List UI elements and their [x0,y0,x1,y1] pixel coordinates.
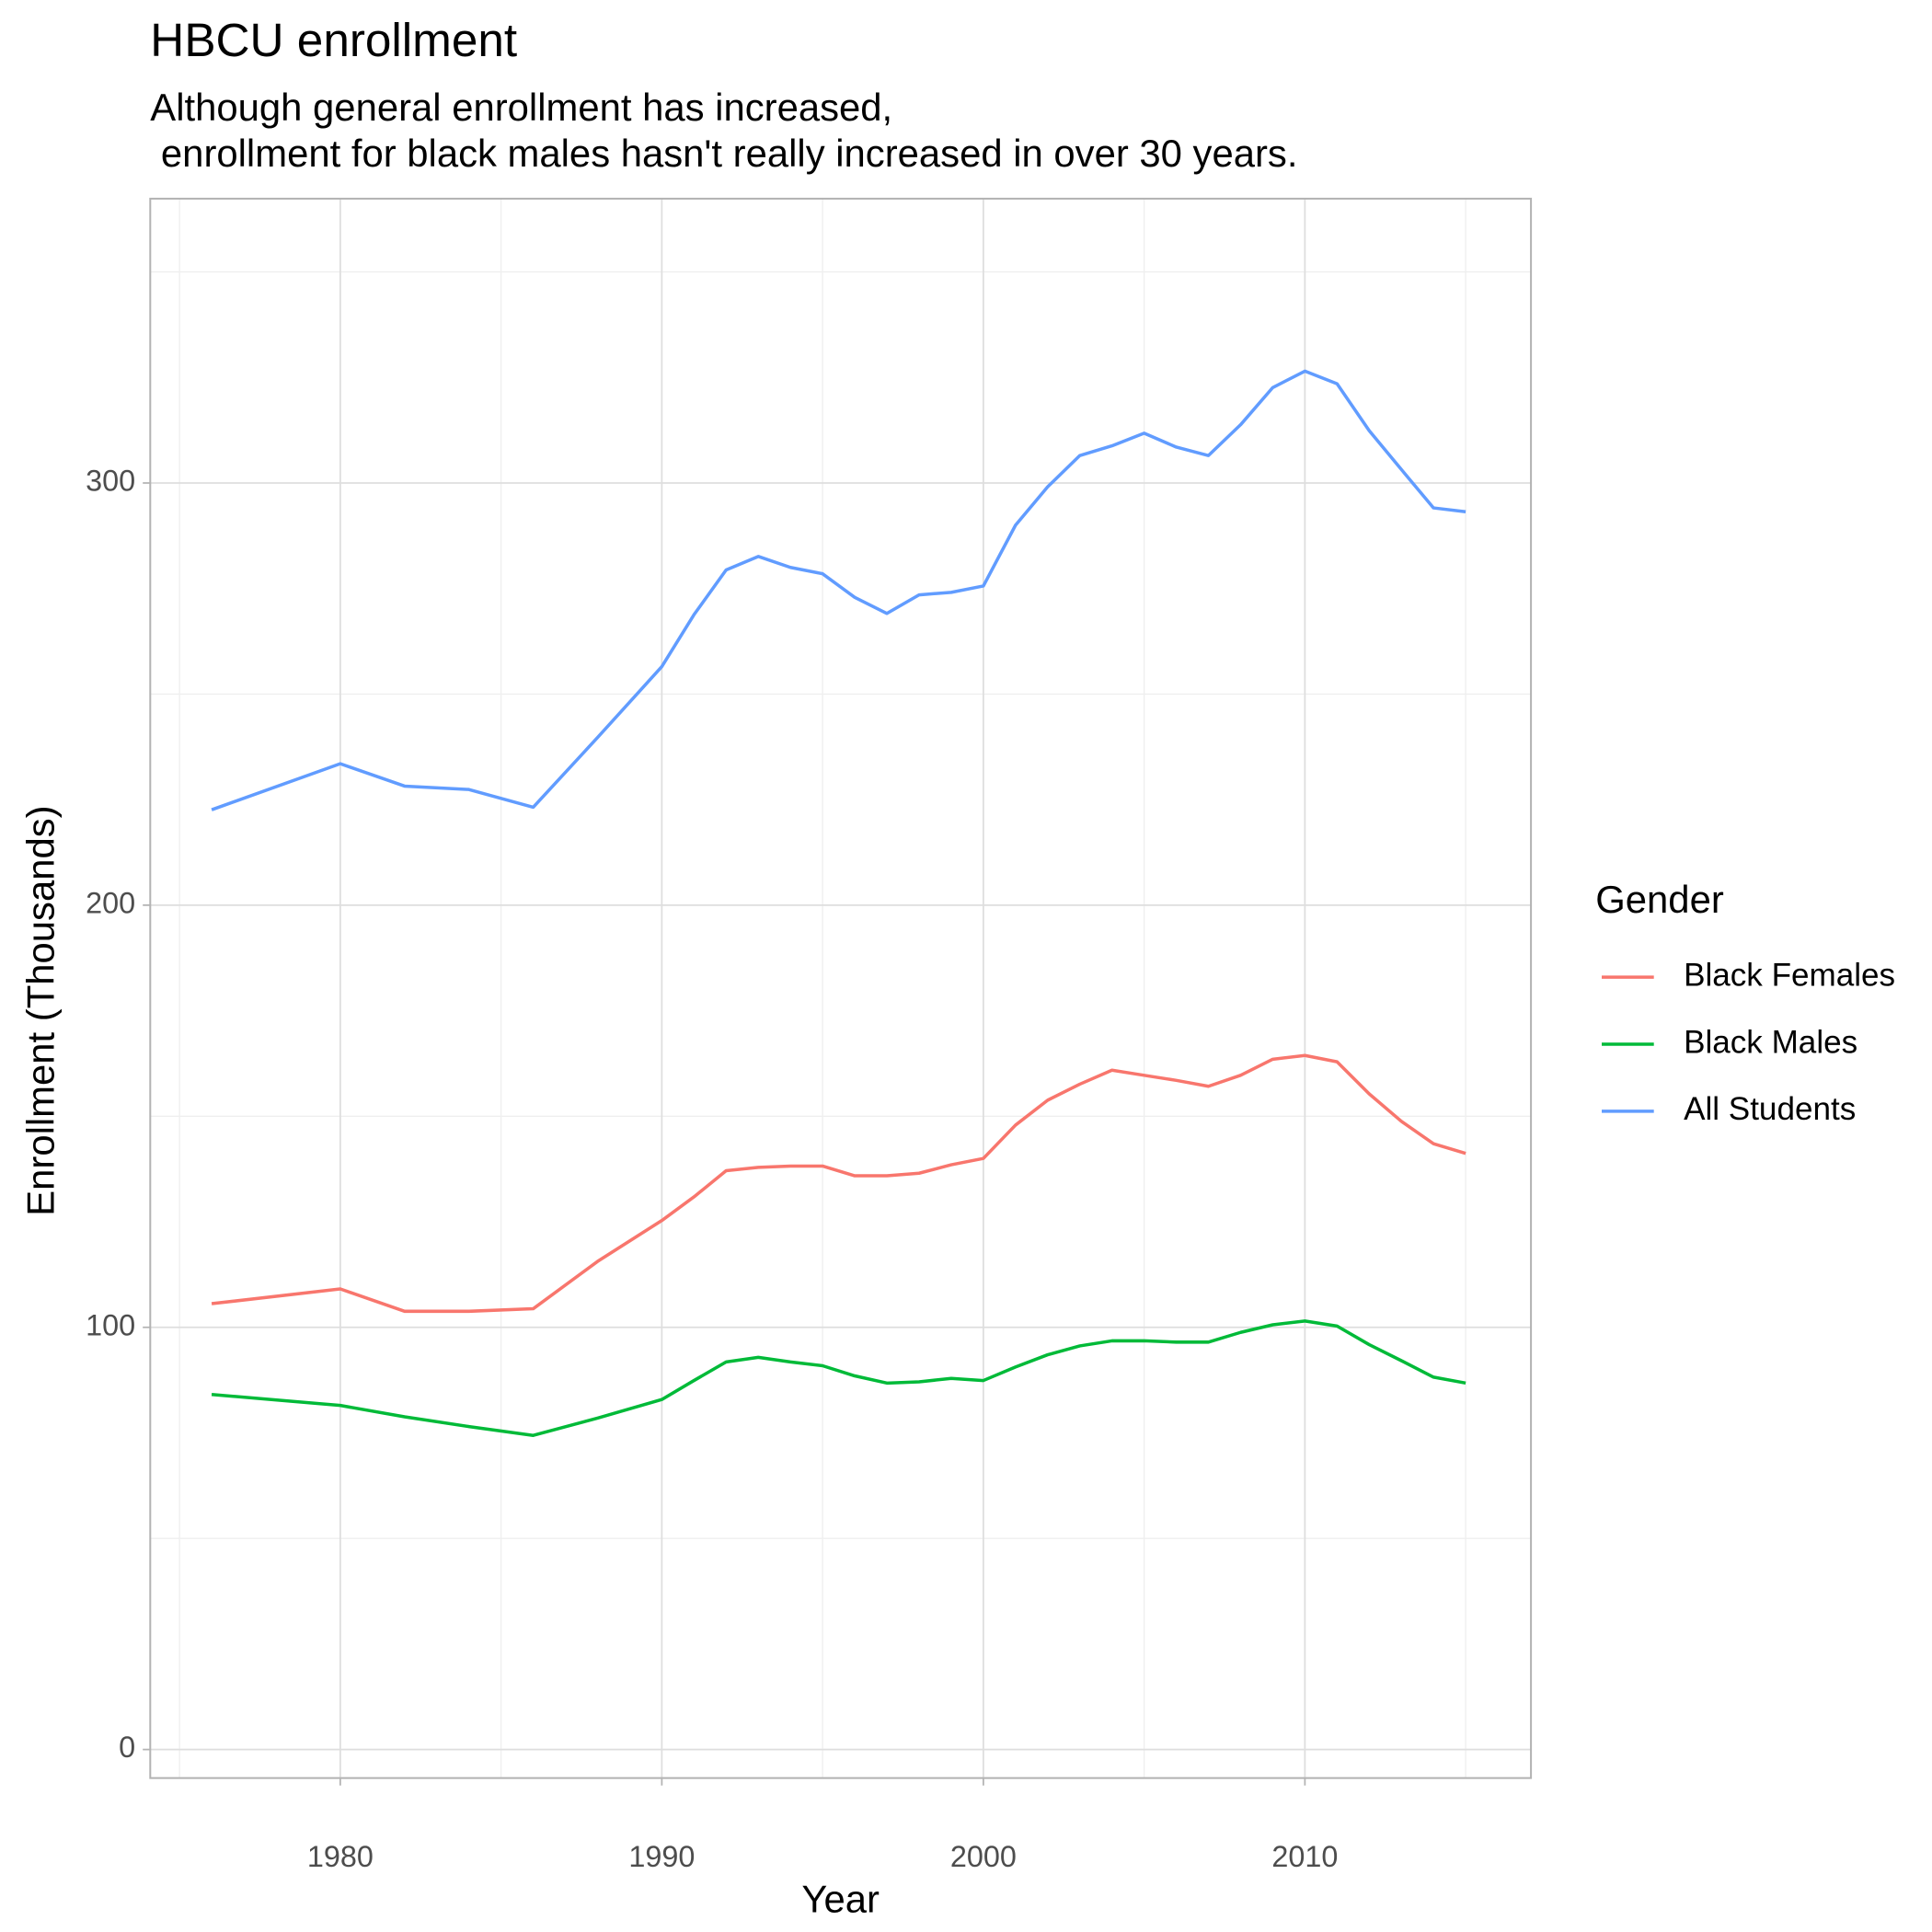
chart-subtitle: Although general enrollment has increase… [150,86,892,129]
y-tick-label: 300 [86,465,135,498]
x-tick-label: 2000 [950,1840,1017,1873]
series-line [211,1053,1466,1314]
x-tick-label: 1990 [628,1840,695,1873]
y-axis-title: Enrollment (Thousands) [18,805,62,1215]
legend-title: Gender [1595,878,1724,921]
y-tick-label: 100 [86,1308,135,1341]
legend-label: All Students [1684,1091,1856,1127]
legend-label: Black Females [1684,957,1895,993]
x-axis-title: Year [801,1878,880,1921]
series-line [211,1319,1466,1437]
plot-border [149,197,1533,1779]
x-tick-label: 2010 [1271,1840,1338,1873]
legend-label: Black Males [1684,1024,1857,1060]
chart-subtitle: enrollment for black males hasn't really… [150,132,1297,175]
y-tick-label: 200 [86,886,135,919]
x-tick-label: 1980 [307,1840,374,1873]
chart-title: HBCU enrollment [150,14,517,66]
series-line [211,369,1466,811]
y-tick-label: 0 [119,1731,135,1764]
